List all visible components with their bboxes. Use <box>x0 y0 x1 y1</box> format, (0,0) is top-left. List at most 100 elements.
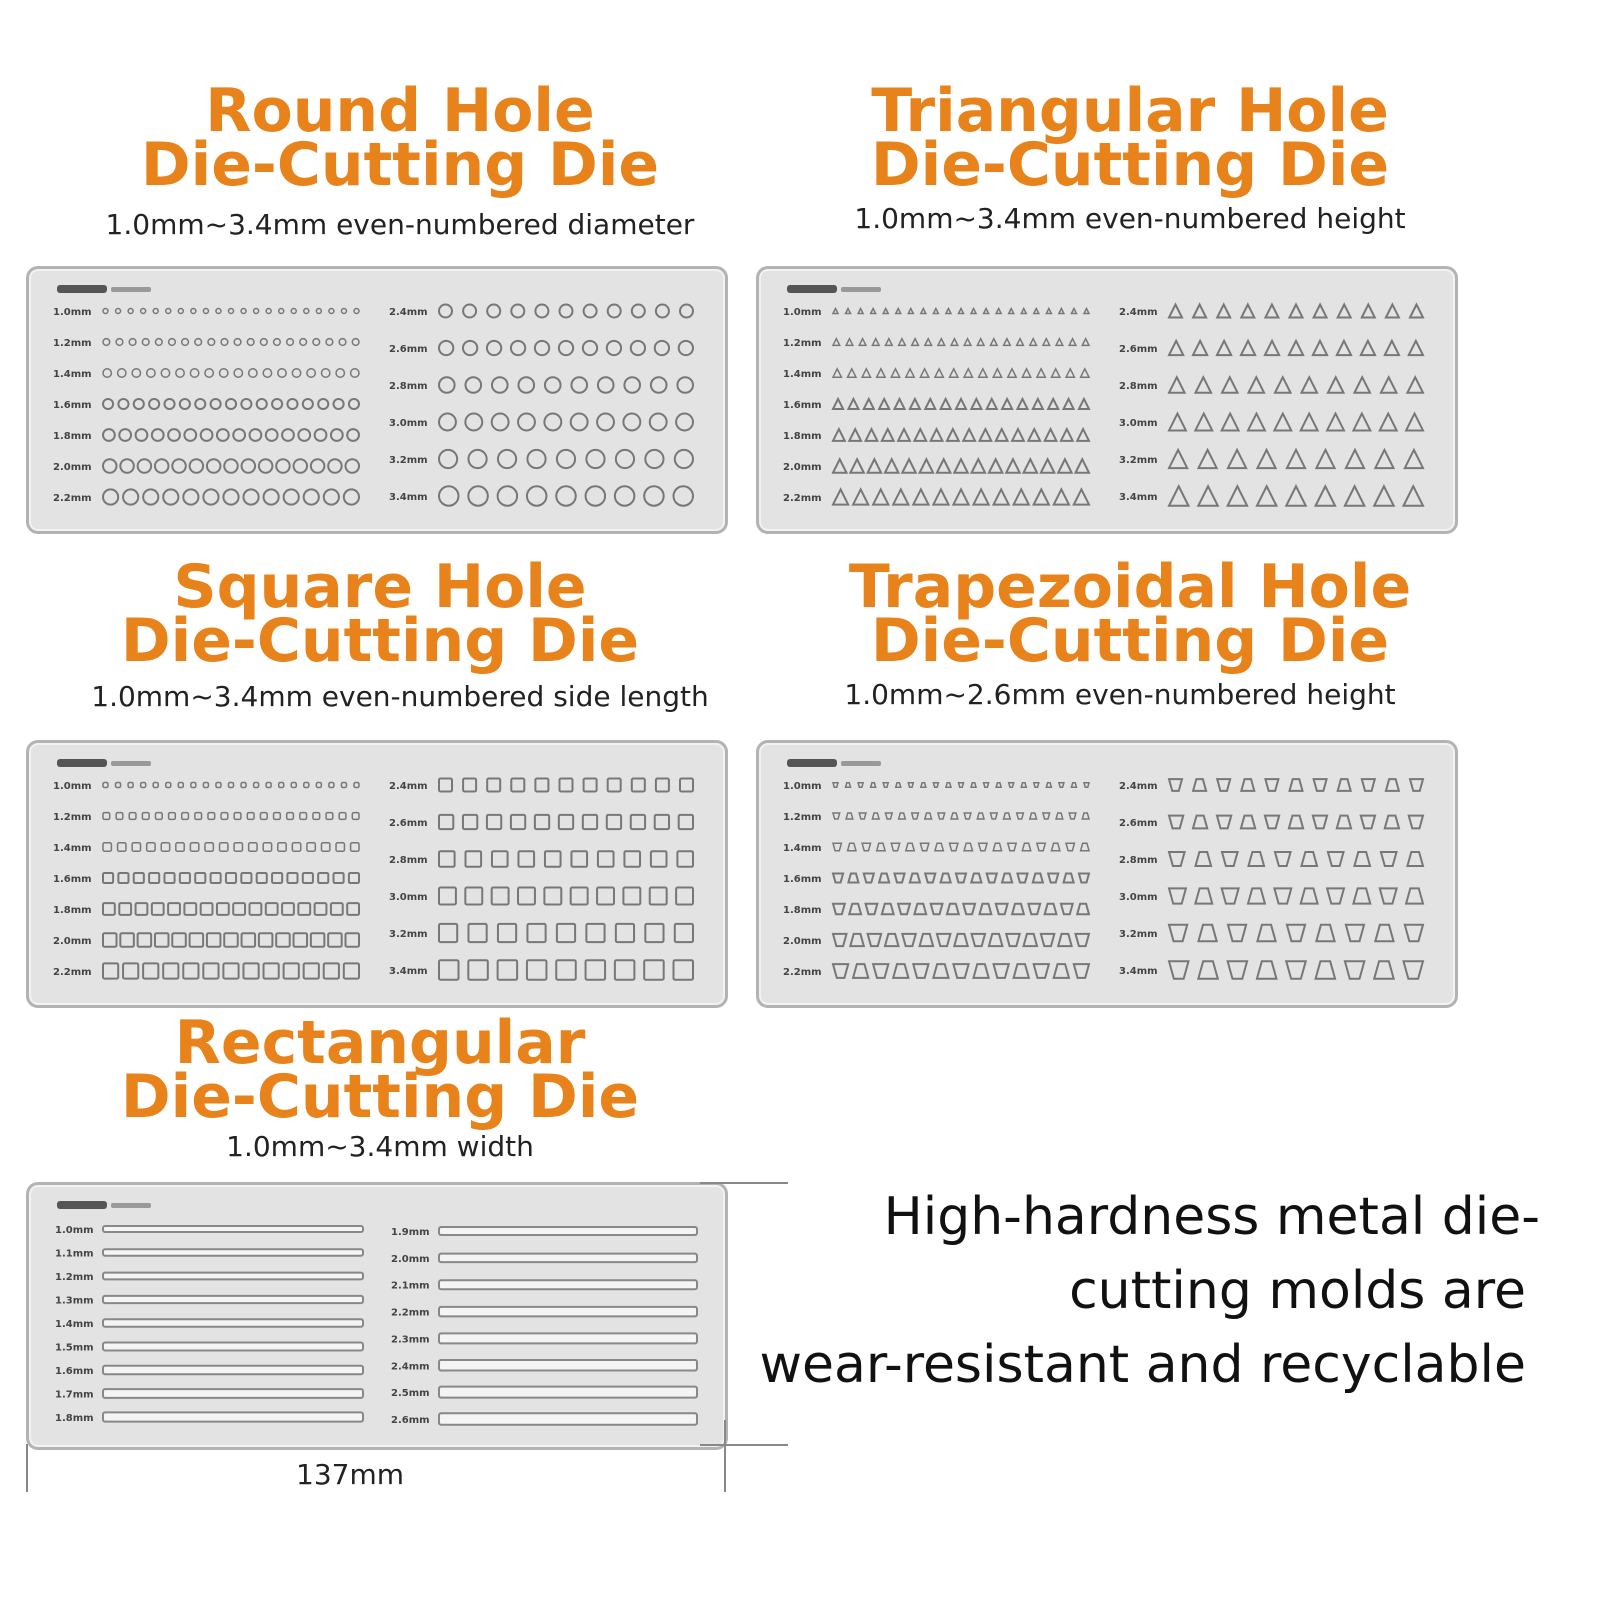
trapezoid-hole <box>992 963 1011 979</box>
circle-hole <box>117 397 130 411</box>
circle-hole <box>281 428 295 442</box>
row-label: 3.0mm <box>1119 892 1158 903</box>
circle-hole <box>467 448 488 470</box>
circle-hole <box>543 412 563 432</box>
circle-hole <box>175 368 185 378</box>
triangle-hole <box>1299 411 1320 432</box>
row-label: 2.8mm <box>389 855 428 866</box>
circle-hole <box>223 458 239 474</box>
triangle-hole <box>1284 484 1308 507</box>
tagline-line3: wear-resistant and recyclable <box>759 1335 1527 1395</box>
trapezoid-hole <box>893 872 906 884</box>
square-plate-graphic: 1.0mm 1.2mm 1.4mm 1.6mm 1.8mm 2.0mm 2.2mm 2.4mm… <box>53 759 695 981</box>
square-hole <box>338 811 347 821</box>
square-hole <box>303 781 310 789</box>
trapezoid-hole <box>987 932 1004 948</box>
square-hole <box>517 886 536 906</box>
circle-hole <box>102 397 115 411</box>
square-hole <box>240 932 257 948</box>
trapezoid-hole <box>1215 814 1233 830</box>
trapezoid-hole <box>894 782 902 788</box>
row-label: 1.2mm <box>53 812 92 823</box>
square-hole <box>160 842 171 852</box>
triangle-hole <box>897 336 907 347</box>
circle-hole <box>132 397 145 411</box>
circle-hole <box>584 485 607 507</box>
circle-hole <box>467 485 489 507</box>
trapezoid-hole <box>1007 782 1015 788</box>
circle-hole <box>205 458 222 474</box>
trapezoid-hole <box>904 842 916 852</box>
trapezoid-hole <box>1072 963 1091 979</box>
square-hole <box>264 902 279 916</box>
circle-hole <box>303 307 310 315</box>
square-hole <box>232 902 247 916</box>
square-hole <box>596 850 615 868</box>
trapezoid-hole <box>963 842 974 852</box>
triangle-hole <box>910 336 920 347</box>
triangle-hole <box>1246 374 1266 394</box>
circle-hole <box>306 368 317 378</box>
circle-hole <box>340 307 348 315</box>
circle-hole <box>102 458 118 474</box>
triangle-hole <box>856 306 865 315</box>
trapezoid-hole <box>1353 850 1372 868</box>
triangle-hole <box>894 306 902 315</box>
trapezoid-hole <box>1041 812 1051 820</box>
circle-hole <box>613 485 636 507</box>
triangle-hole <box>891 487 911 506</box>
square-hole <box>510 777 526 793</box>
trapezoid-hole <box>1020 782 1028 788</box>
row-label: 2.4mm <box>1119 781 1158 792</box>
trapezoid-hole <box>1263 814 1281 830</box>
square-hole <box>629 813 647 831</box>
square-hole <box>290 781 297 789</box>
trapezoid-hole <box>923 872 937 884</box>
triangle-hole <box>923 336 933 347</box>
square-hole <box>220 811 229 821</box>
trapezoid-hole <box>877 872 891 884</box>
triangle-hole <box>896 426 912 442</box>
circle-hole <box>115 337 124 347</box>
circle-hole <box>102 428 116 442</box>
circle-hole <box>569 412 589 432</box>
triangle-hole <box>900 457 918 474</box>
triangle-hole <box>1343 484 1366 507</box>
trapezoid-hole <box>970 932 987 948</box>
trapezoid-hole <box>939 872 952 884</box>
circle-hole <box>582 303 598 319</box>
trapezoid-hole <box>910 812 920 820</box>
square-hole <box>199 902 214 916</box>
circle-hole <box>136 458 153 474</box>
circle-hole <box>177 307 185 315</box>
triangle-hole <box>962 336 973 347</box>
trapezoid-hole <box>1016 872 1029 884</box>
rectangular-slot <box>102 1225 364 1233</box>
triangle-hole <box>1196 484 1220 507</box>
circle-hole <box>679 303 694 319</box>
circle-hole <box>242 488 260 506</box>
triangle-hole <box>1059 426 1075 442</box>
circle-hole <box>570 376 589 394</box>
trapezoid-hole <box>932 782 940 788</box>
triangle-hole <box>1226 447 1248 470</box>
square-hole <box>114 781 122 789</box>
brand-logo <box>787 285 837 293</box>
square-hole <box>569 886 589 906</box>
triangle-hole <box>844 306 852 315</box>
circle-hole <box>309 458 326 474</box>
circle-hole <box>194 337 203 347</box>
square-hole <box>142 962 160 980</box>
triangle-hole <box>1167 484 1191 507</box>
square-hole <box>517 850 536 868</box>
circle-hole <box>353 307 360 315</box>
circle-hole <box>262 488 280 506</box>
row-label: 2.6mm <box>389 344 428 355</box>
square-hole <box>262 842 273 852</box>
row-label: 1.4mm <box>783 369 822 380</box>
triangle-hole <box>851 487 870 506</box>
circle-hole <box>285 337 295 347</box>
circle-hole <box>240 458 257 474</box>
square-hole <box>313 902 328 916</box>
trapezoid-hole <box>1055 812 1064 820</box>
